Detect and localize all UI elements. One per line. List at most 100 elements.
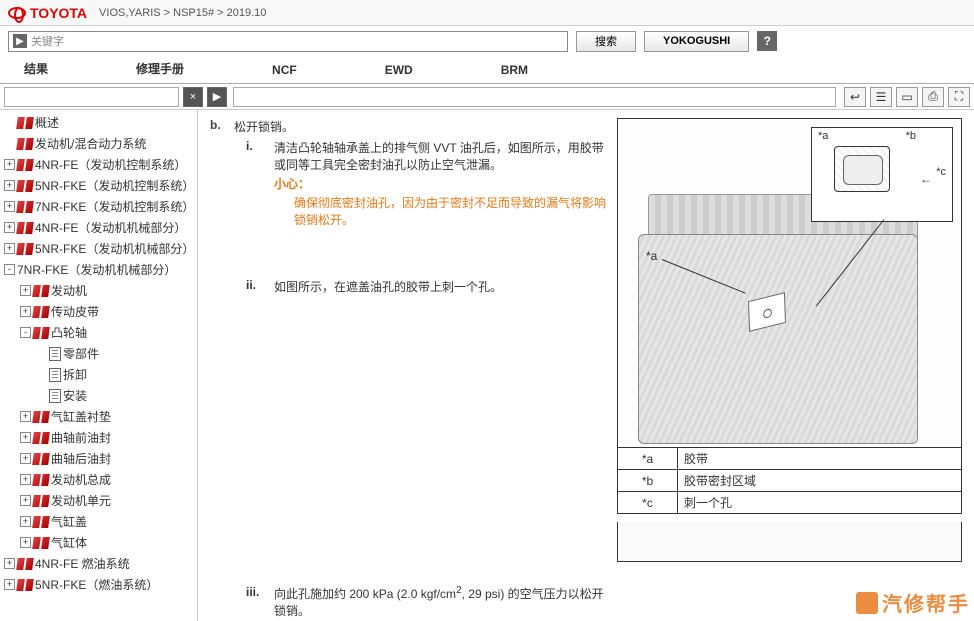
tree-item[interactable]: +5NR-FKE（发动机机械部分） — [0, 238, 197, 259]
diagram-label-a: *a — [646, 249, 657, 263]
tree-item[interactable]: 概述 — [0, 112, 197, 133]
book-icon — [16, 159, 34, 171]
book-icon — [32, 537, 50, 549]
tree-item[interactable]: +曲轴前油封 — [0, 427, 197, 448]
expander-icon[interactable]: + — [20, 516, 31, 527]
print-button[interactable]: ⎙ — [922, 87, 944, 107]
tree-item[interactable]: +曲轴后油封 — [0, 448, 197, 469]
tree-label: 拆卸 — [63, 366, 87, 383]
tree-label: 5NR-FKE（发动机控制系统） — [35, 177, 194, 194]
expander-icon[interactable]: - — [4, 264, 15, 275]
sub-i-text: 清洁凸轮轴轴承盖上的排气侧 VVT 油孔后，如图所示，用胶带或同等工具完全密封油… — [274, 139, 609, 173]
path-select[interactable] — [4, 87, 179, 107]
table-row: *c刺一个孔 — [618, 492, 962, 514]
tree-label: 7NR-FKE（发动机控制系统） — [35, 198, 194, 215]
tree-label: 概述 — [35, 114, 59, 131]
tree-item[interactable]: 拆卸 — [0, 364, 197, 385]
diagram-next — [617, 522, 962, 562]
expander-icon[interactable]: + — [4, 579, 15, 590]
tree-item[interactable]: + 发动机 — [0, 280, 197, 301]
tree-label: 气缸盖衬垫 — [51, 408, 111, 425]
yokogushi-button[interactable]: YOKOGUSHI — [644, 31, 749, 52]
tree-item[interactable]: 零部件 — [0, 343, 197, 364]
tree-label: 发动机 — [51, 282, 87, 299]
tab-repair-manual[interactable]: 修理手册 — [132, 54, 188, 83]
legend-val: 胶带密封区域 — [678, 470, 962, 492]
expander-icon[interactable]: + — [20, 453, 31, 464]
book-icon — [16, 222, 34, 234]
expander-icon[interactable]: + — [4, 558, 15, 569]
book-icon — [32, 495, 50, 507]
back-button[interactable]: ↩ — [844, 87, 866, 107]
search-placeholder: 关键字 — [31, 33, 64, 49]
book-icon — [32, 327, 50, 339]
play-button[interactable]: ▶ — [207, 87, 227, 107]
tree-item[interactable]: +4NR-FE（发动机控制系统） — [0, 154, 197, 175]
sub-i-marker: i. — [246, 139, 266, 228]
close-button[interactable]: × — [183, 87, 203, 107]
tab-results[interactable]: 结果 — [20, 54, 52, 83]
sub-ii-marker: ii. — [246, 278, 266, 295]
expander-icon[interactable]: + — [20, 432, 31, 443]
tree-label: 4NR-FE 燃油系统 — [35, 555, 130, 572]
book-icon — [16, 243, 34, 255]
expander-icon[interactable]: + — [4, 159, 15, 170]
expander-icon[interactable]: + — [4, 243, 15, 254]
expander-icon[interactable]: + — [20, 495, 31, 506]
tab-brm[interactable]: BRM — [497, 57, 532, 83]
tab-ncf[interactable]: NCF — [268, 57, 301, 83]
search-button[interactable]: 搜索 — [576, 31, 636, 52]
tree-label: 5NR-FKE（燃油系统） — [35, 576, 158, 593]
sub-i-caution: 确保彻底密封油孔，因为由于密封不足而导致的漏气将影响锁销松开。 — [294, 194, 609, 228]
book-icon — [32, 285, 50, 297]
doc-icon — [49, 347, 61, 361]
tree-item[interactable]: 发动机/混合动力系统 — [0, 133, 197, 154]
search-input[interactable]: ▶ 关键字 — [8, 31, 568, 52]
callout-label-c: *c — [936, 166, 946, 178]
tree-label: 发动机/混合动力系统 — [35, 135, 146, 152]
tree-item[interactable]: + 传动皮带 — [0, 301, 197, 322]
tree-item[interactable]: +5NR-FKE（发动机控制系统） — [0, 175, 197, 196]
expander-icon[interactable]: + — [20, 306, 31, 317]
expander-icon[interactable]: + — [20, 411, 31, 422]
tree-item[interactable]: +5NR-FKE（燃油系统） — [0, 574, 197, 595]
expander-icon[interactable]: + — [20, 474, 31, 485]
tree-item[interactable]: -7NR-FKE（发动机机械部分） — [0, 259, 197, 280]
help-icon[interactable]: ? — [757, 31, 777, 51]
expander-icon[interactable]: + — [20, 285, 31, 296]
tree-item[interactable]: +发动机单元 — [0, 490, 197, 511]
tree-item[interactable]: +气缸体 — [0, 532, 197, 553]
nav-tree: 概述发动机/混合动力系统+4NR-FE（发动机控制系统）+5NR-FKE（发动机… — [0, 110, 198, 621]
tree-item[interactable]: + 气缸盖衬垫 — [0, 406, 197, 427]
tree-label: 4NR-FE（发动机控制系统） — [35, 156, 186, 173]
search-dropdown-icon[interactable]: ▶ — [13, 34, 27, 48]
view-single-button[interactable]: ▭ — [896, 87, 918, 107]
expander-icon[interactable]: + — [20, 537, 31, 548]
view-list-button[interactable]: ☰ — [870, 87, 892, 107]
step-b-marker: b. — [210, 118, 226, 621]
tree-item[interactable]: +4NR-FE（发动机机械部分） — [0, 217, 197, 238]
watermark: 汽修帮手 — [856, 588, 970, 617]
tree-item[interactable]: +发动机总成 — [0, 469, 197, 490]
expander-icon[interactable]: + — [4, 180, 15, 191]
expander-icon[interactable]: + — [4, 201, 15, 212]
book-icon — [16, 201, 34, 213]
expand-button[interactable]: ⛶ — [948, 87, 970, 107]
diagram-callout: *a *b *c ← — [811, 127, 953, 222]
tree-item[interactable]: + 气缸盖 — [0, 511, 197, 532]
sub-iii-text: 向此孔施加约 200 kPa (2.0 kgf/cm2, 29 psi) 的空气… — [274, 585, 609, 619]
tree-label: 零部件 — [63, 345, 99, 362]
tree-item[interactable]: +7NR-FKE（发动机控制系统） — [0, 196, 197, 217]
book-icon — [32, 453, 50, 465]
tab-ewd[interactable]: EWD — [381, 57, 417, 83]
expander-icon[interactable]: - — [20, 327, 31, 338]
tree-item[interactable]: +4NR-FE 燃油系统 — [0, 553, 197, 574]
tree-item[interactable]: 安装 — [0, 385, 197, 406]
step-b-title: 松开锁销。 — [234, 118, 609, 135]
book-icon — [16, 579, 34, 591]
tree-label: 气缸盖 — [51, 513, 87, 530]
tree-label: 传动皮带 — [51, 303, 99, 320]
expander-icon[interactable]: + — [4, 222, 15, 233]
caution-label: 小心： — [274, 175, 609, 192]
tree-item[interactable]: -凸轮轴 — [0, 322, 197, 343]
